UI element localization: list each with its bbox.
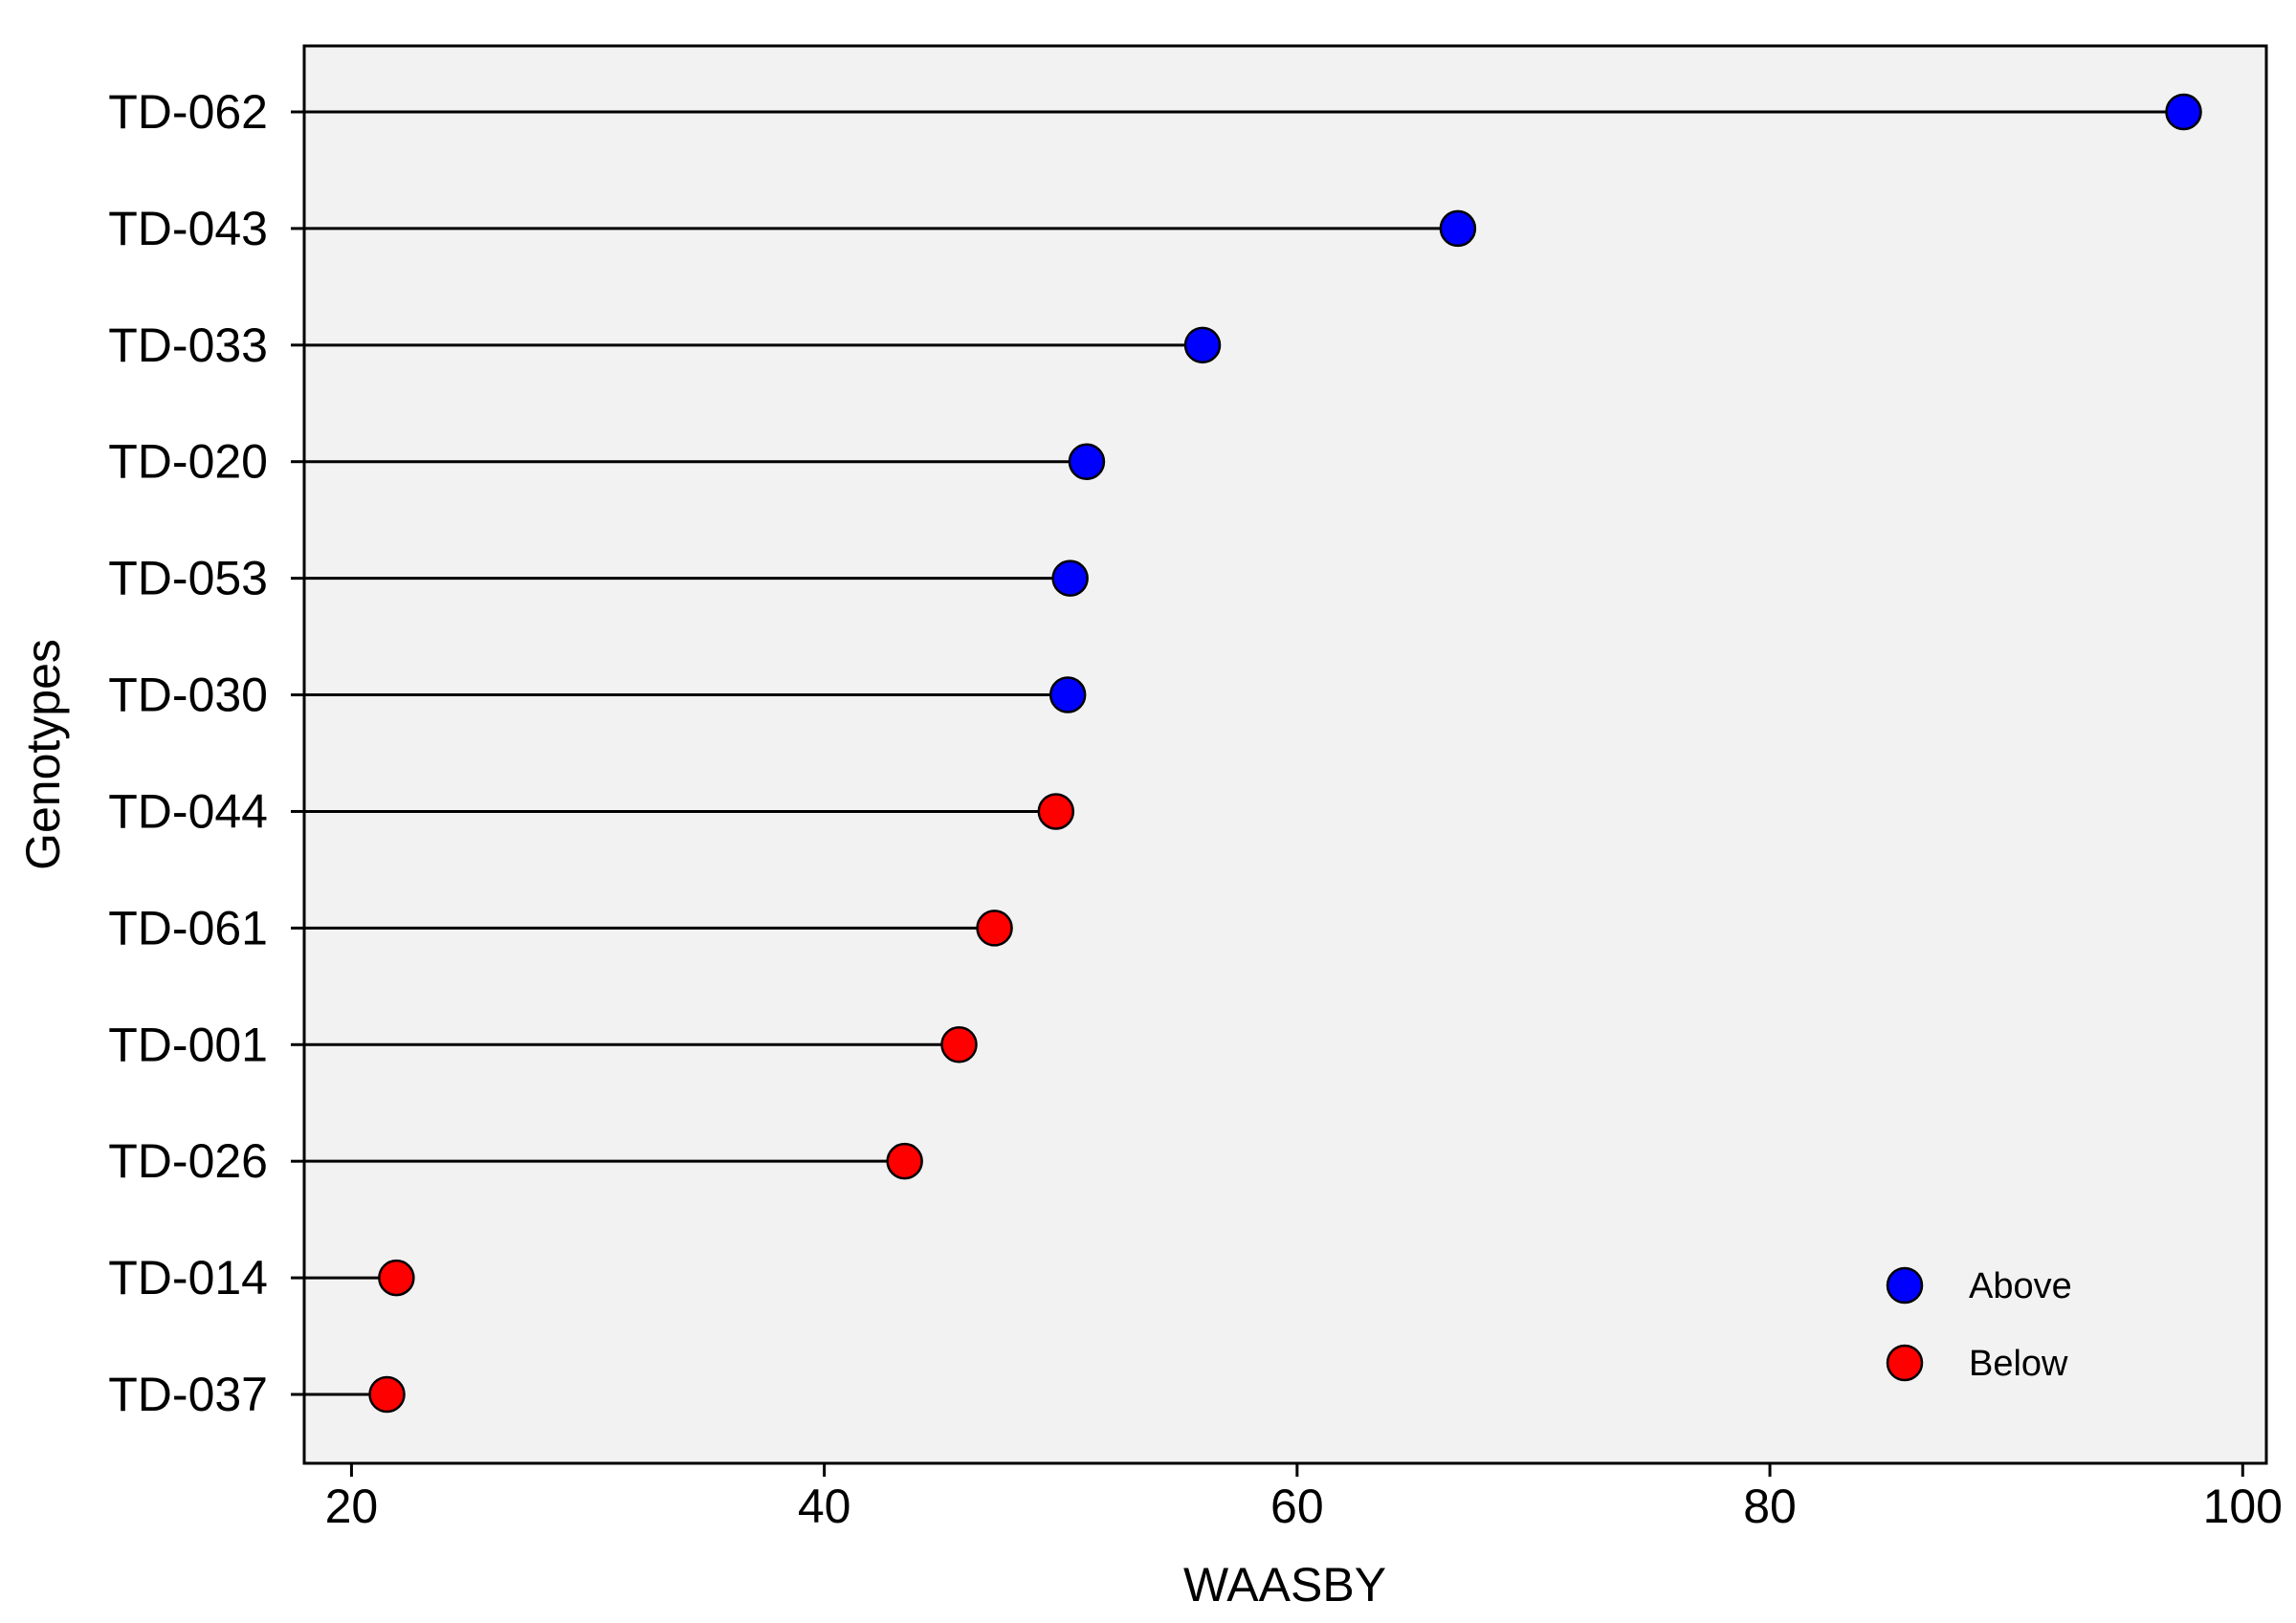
x-axis-title: WAASBY [1183,1558,1386,1612]
legend-label-below: Below [1969,1344,2068,1384]
point-td-014 [378,1259,415,1297]
x-tick-label: 60 [1270,1480,1324,1533]
point-td-037 [368,1375,406,1414]
x-tick-label: 20 [325,1480,379,1533]
legend-label-above: Above [1969,1266,2072,1306]
y-axis: TD-062 TD-043 TD-033 TD-020 TD-053 TD-030 TD-0… [108,85,304,1421]
y-tick-label: TD-020 [108,435,268,489]
y-tick-label: TD-043 [108,202,268,255]
x-tick-label: 40 [798,1480,851,1533]
legend-marker-above [1886,1266,1924,1305]
point-td-043 [1439,209,1477,248]
plot-panel [302,44,2268,1465]
y-tick-label: TD-062 [108,85,268,139]
y-axis-title: Genotypes [16,639,70,870]
point-td-062 [2165,93,2202,131]
point-td-033 [1183,326,1222,364]
y-tick-label: TD-030 [108,669,268,722]
point-td-001 [940,1026,978,1064]
y-tick-label: TD-037 [108,1368,268,1421]
y-tick-label: TD-061 [108,901,268,954]
y-tick-label: TD-033 [108,318,268,372]
legend-marker-below [1886,1344,1924,1382]
point-td-030 [1049,676,1087,713]
point-td-020 [1068,443,1106,480]
y-tick-label: TD-014 [108,1251,268,1305]
x-tick-label: 100 [2203,1480,2283,1533]
point-td-026 [886,1142,923,1180]
y-tick-label: TD-044 [108,784,268,838]
point-td-061 [976,910,1013,947]
y-tick-label: TD-001 [108,1018,268,1071]
x-axis: 20 40 60 80 100 [325,1463,2283,1533]
y-tick-label: TD-026 [108,1134,268,1188]
x-tick-label: 80 [1743,1480,1797,1533]
point-td-053 [1051,559,1089,597]
points [368,93,2202,1414]
point-td-044 [1037,793,1075,830]
y-tick-label: TD-053 [108,552,268,605]
legend: Above Below [1886,1266,2072,1384]
stems [304,110,2184,1396]
